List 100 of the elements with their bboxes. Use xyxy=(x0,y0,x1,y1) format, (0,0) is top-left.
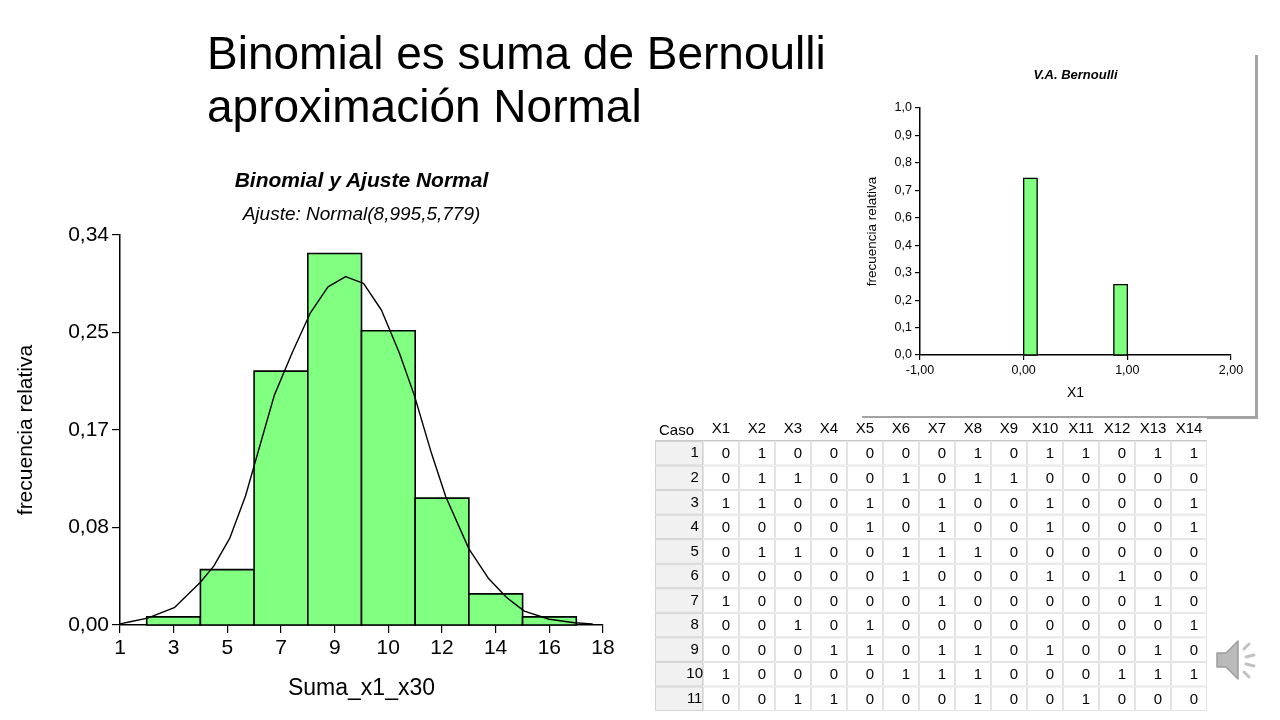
data-label: 1 xyxy=(937,542,946,560)
data-label: 1 xyxy=(1081,689,1090,707)
data-label: 0 xyxy=(1009,542,1018,560)
x-tick-label: 9 xyxy=(328,635,341,659)
y-tick-label: 0,17 xyxy=(68,416,109,440)
data-label: 0 xyxy=(973,616,982,634)
x-tick-label: X3 xyxy=(783,419,803,437)
x-tick-label: X6 xyxy=(891,419,911,437)
data-label: 1 xyxy=(1117,665,1126,683)
data-label: 0 xyxy=(1189,591,1198,609)
data-label: 0 xyxy=(757,591,766,609)
data-label: 1 xyxy=(1153,665,1162,683)
data-label: 0 xyxy=(757,665,766,683)
y-tick-label: 0,0 xyxy=(894,347,913,362)
data-label: 0 xyxy=(865,591,874,609)
data-label: 0 xyxy=(1081,468,1090,486)
data-label: 0 xyxy=(1117,468,1126,486)
x-tick-label: X7 xyxy=(927,419,947,437)
data-label: 0 xyxy=(757,689,766,707)
data-label: 0 xyxy=(793,518,802,536)
x-tick-label: X10 xyxy=(1031,419,1059,437)
data-label: 0 xyxy=(1153,567,1162,585)
data-label: 0 xyxy=(1045,468,1054,486)
data-label: 0 xyxy=(1189,640,1198,658)
data-label: 0 xyxy=(721,689,730,707)
data-label: 1 xyxy=(1117,567,1126,585)
data-label: 0 xyxy=(1009,444,1018,462)
data-label: 1 xyxy=(973,542,982,560)
data-label: 0 xyxy=(973,493,982,511)
y-tick-label: 3 xyxy=(690,492,699,510)
data-label: 0 xyxy=(1081,591,1090,609)
y-tick-label: 4 xyxy=(690,517,699,535)
data-label: 1 xyxy=(1189,493,1198,511)
data-label: 0 xyxy=(901,640,910,658)
x-tick-label: 7 xyxy=(275,635,287,659)
x-tick-label: 0,00 xyxy=(1011,362,1036,377)
data-label: 0 xyxy=(901,444,910,462)
y-axis-title: frecuencia relativa xyxy=(13,344,37,516)
data-label: 0 xyxy=(1009,493,1018,511)
x-tick-label: X11 xyxy=(1068,419,1094,437)
data-label: 0 xyxy=(1009,640,1018,658)
x-tick-label: X13 xyxy=(1139,419,1167,437)
data-label: 0 xyxy=(973,518,982,536)
data-label: 0 xyxy=(1117,616,1126,634)
data-label: 1 xyxy=(973,444,982,462)
data-label: 0 xyxy=(829,567,838,585)
data-label: 0 xyxy=(793,665,802,683)
data-label: 1 xyxy=(793,616,802,634)
data-label: 0 xyxy=(1153,689,1162,707)
data-label: 0 xyxy=(1189,689,1198,707)
data-label: 0 xyxy=(721,444,730,462)
x-tick-label: 12 xyxy=(430,635,454,659)
data-label: 0 xyxy=(1045,689,1054,707)
x-tick-label: X4 xyxy=(819,419,839,437)
data-label: 1 xyxy=(973,665,982,683)
data-label: 0 xyxy=(793,493,802,511)
data-label: 0 xyxy=(901,591,910,609)
data-label: 1 xyxy=(1045,518,1054,536)
data-label: 0 xyxy=(1081,542,1090,560)
data-label: 1 xyxy=(1189,444,1198,462)
data-label: 0 xyxy=(829,493,838,511)
x-tick-label: X12 xyxy=(1103,419,1131,437)
y-tick-label: 0,4 xyxy=(894,237,913,252)
data-label: 0 xyxy=(721,640,730,658)
data-label: 0 xyxy=(865,468,874,486)
data-label: 0 xyxy=(757,616,766,634)
data-label: 0 xyxy=(829,542,838,560)
data-label: 0 xyxy=(865,665,874,683)
x-tick-label: X1 xyxy=(711,419,731,437)
y-axis-title: frecuencia relativa xyxy=(863,176,879,287)
y-tick-label: 0,8 xyxy=(894,155,913,170)
x-tick-label: X9 xyxy=(999,419,1019,437)
data-label: 0 xyxy=(1081,493,1090,511)
data-label: 0 xyxy=(1189,542,1198,560)
y-tick-label: 0,25 xyxy=(68,319,109,343)
data-label: 0 xyxy=(1117,542,1126,560)
data-label: 0 xyxy=(865,444,874,462)
data-label: 1 xyxy=(757,493,766,511)
data-label: 0 xyxy=(757,640,766,658)
y-tick-label: 1 xyxy=(690,443,699,461)
data-label: 0 xyxy=(1153,468,1162,486)
chart-title: V.A. Bernoulli xyxy=(1033,66,1118,82)
data-label: 0 xyxy=(1081,616,1090,634)
data-label: 0 xyxy=(1081,518,1090,536)
x-tick-label: X14 xyxy=(1175,419,1203,437)
data-label: 0 xyxy=(1081,567,1090,585)
data-label: 0 xyxy=(1045,591,1054,609)
y-tick-label: 0,34 xyxy=(68,221,110,245)
data-label: 1 xyxy=(1009,468,1018,486)
data-label: 0 xyxy=(865,567,874,585)
data-label: 1 xyxy=(721,665,730,683)
data-label: 1 xyxy=(793,689,802,707)
data-label: 0 xyxy=(793,591,802,609)
data-label: 0 xyxy=(1117,493,1126,511)
data-label: 1 xyxy=(865,518,874,536)
y-tick-label: 10 xyxy=(686,664,703,682)
data-label: 0 xyxy=(937,689,946,707)
data-label: 0 xyxy=(1117,444,1126,462)
x-tick-label: 1 xyxy=(114,635,126,659)
data-label: 0 xyxy=(829,665,838,683)
